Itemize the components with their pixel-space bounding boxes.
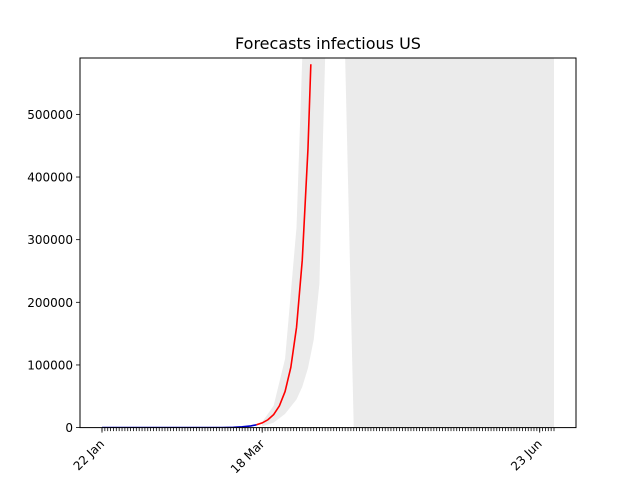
y-tick-label: 200000 (27, 296, 73, 310)
x-axis: 22 Jan 18 Mar 23 Jun (71, 427, 555, 476)
x-tick-label: 22 Jan (71, 437, 107, 473)
x-tick-label: 23 Jun (508, 437, 545, 474)
y-tick-label: 0 (65, 421, 73, 435)
y-tick-label: 400000 (27, 171, 73, 185)
y-axis: 0 100000 200000 300000 400000 500000 (27, 108, 80, 435)
y-tick-label: 300000 (27, 233, 73, 247)
series-lines (101, 64, 312, 428)
y-tick-label: 100000 (27, 358, 73, 372)
x-tick-label: 18 Mar (228, 437, 267, 476)
confidence-bands (262, 58, 554, 428)
forecast-line (256, 64, 312, 426)
y-tick-label: 500000 (27, 108, 73, 122)
confidence-band-2 (345, 58, 554, 428)
confidence-band-1 (262, 58, 326, 427)
chart-title: Forecasts infectious US (235, 34, 421, 53)
